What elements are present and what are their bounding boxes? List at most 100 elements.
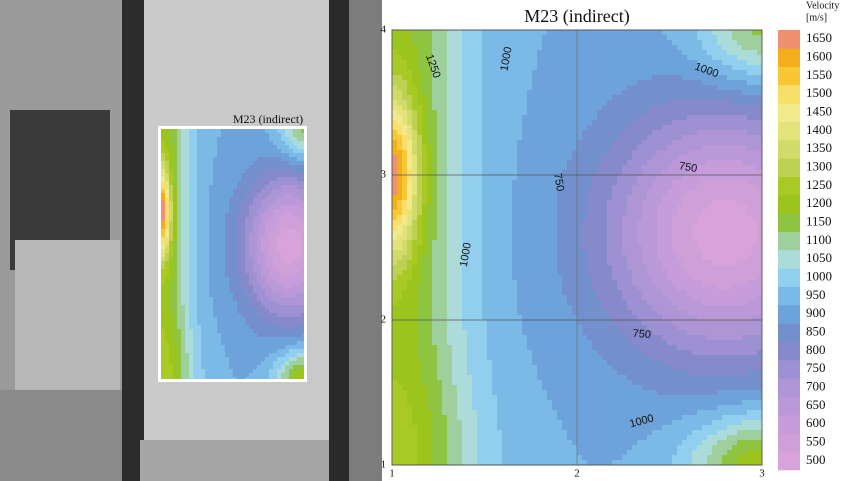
contour-cell [512, 410, 518, 416]
contour-cell [181, 313, 186, 318]
contour-cell [205, 149, 210, 154]
contour-cell [462, 300, 468, 306]
contour-cell [457, 255, 463, 261]
contour-cell [209, 157, 214, 162]
contour-cell [397, 405, 403, 411]
contour-cell [237, 241, 242, 246]
contour-cell [397, 65, 403, 71]
contour-cell [517, 95, 523, 101]
contour-cell [402, 380, 408, 386]
contour-cell [161, 313, 166, 318]
contour-cell [169, 169, 174, 174]
contour-cell [261, 237, 266, 242]
contour-cell [301, 369, 304, 374]
contour-cell [392, 300, 398, 306]
contour-cell [237, 369, 242, 374]
contour-cell [487, 300, 493, 306]
contour-cell [265, 325, 270, 330]
contour-cell [289, 217, 294, 222]
contour-cell [161, 341, 166, 346]
contour-cell [502, 245, 508, 251]
contour-cell [197, 153, 202, 158]
contour-cell [467, 160, 473, 166]
contour-cell [181, 361, 186, 366]
contour-cell [407, 90, 413, 96]
contour-cell [422, 360, 428, 366]
contour-cell [482, 260, 488, 266]
contour-cell [467, 45, 473, 51]
contour-cell [512, 90, 518, 96]
contour-cell [161, 337, 166, 342]
contour-cell [402, 160, 408, 166]
contour-cell [197, 329, 202, 334]
contour-cell [422, 405, 428, 411]
contour-cell [472, 300, 478, 306]
contour-cell [201, 213, 206, 218]
contour-cell [177, 301, 182, 306]
contour-cell [221, 185, 226, 190]
contour-cell [547, 135, 553, 141]
contour-cell [467, 250, 473, 256]
contour-cell [245, 277, 250, 282]
contour-cell [397, 100, 403, 106]
contour-cell [297, 193, 302, 198]
contour-cell [402, 455, 408, 461]
contour-cell [161, 229, 166, 234]
contour-cell [412, 210, 418, 216]
contour-cell [402, 250, 408, 256]
contour-cell [422, 355, 428, 361]
contour-cell [452, 375, 458, 381]
contour-cell [462, 450, 468, 456]
contour-cell [205, 377, 210, 379]
contour-cell [402, 360, 408, 366]
contour-cell [237, 345, 242, 350]
contour-cell [532, 245, 538, 251]
contour-cell [269, 197, 274, 202]
contour-cell [197, 197, 202, 202]
contour-cell [542, 80, 548, 86]
contour-cell [512, 255, 518, 261]
contour-cell [181, 185, 186, 190]
contour-cell [532, 65, 538, 71]
contour-cell [427, 100, 433, 106]
contour-cell [237, 233, 242, 238]
contour-cell [173, 173, 178, 178]
contour-cell [221, 293, 226, 298]
contour-cell [502, 270, 508, 276]
contour-cell [221, 269, 226, 274]
contour-cell [177, 321, 182, 326]
contour-cell [229, 265, 234, 270]
contour-cell [487, 175, 493, 181]
contour-cell [522, 145, 528, 151]
contour-cell [542, 70, 548, 76]
contour-cell [462, 160, 468, 166]
contour-cell [512, 375, 518, 381]
contour-cell [477, 410, 483, 416]
contour-cell [245, 189, 250, 194]
contour-cell [442, 95, 448, 101]
contour-cell [502, 260, 508, 266]
contour-cell [452, 210, 458, 216]
contour-cell [213, 213, 218, 218]
contour-cell [293, 149, 298, 154]
contour-cell [289, 265, 294, 270]
contour-cell [205, 217, 210, 222]
contour-cell [507, 65, 513, 71]
contour-cell [402, 105, 408, 111]
contour-cell [285, 305, 290, 310]
contour-cell [392, 450, 398, 456]
contour-cell [537, 185, 543, 191]
contour-cell [193, 165, 198, 170]
contour-cell [213, 377, 218, 379]
contour-cell [293, 317, 298, 322]
contour-cell [422, 70, 428, 76]
contour-cell [293, 197, 298, 202]
contour-cell [197, 289, 202, 294]
contour-cell [233, 141, 238, 146]
contour-cell [253, 309, 258, 314]
contour-cell [392, 140, 398, 146]
contour-cell [472, 305, 478, 311]
contour-cell [442, 295, 448, 301]
contour-cell [197, 261, 202, 266]
contour-cell [407, 50, 413, 56]
